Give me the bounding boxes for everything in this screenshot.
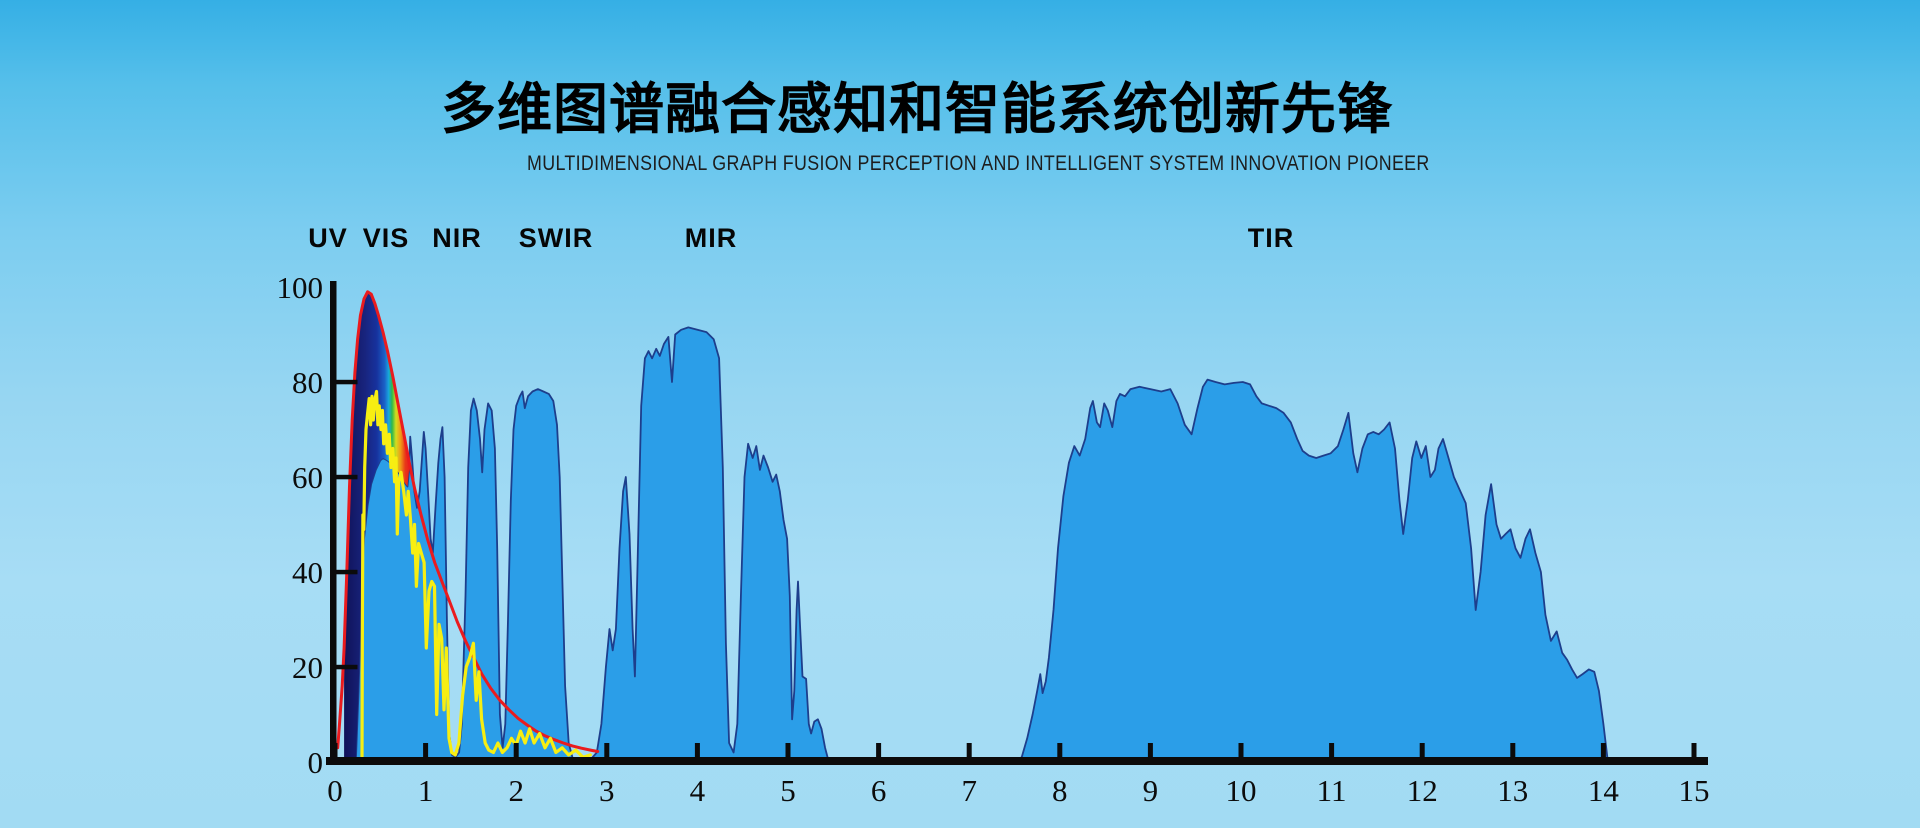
y-tick-label: 60	[292, 460, 323, 495]
x-tick-label: 4	[690, 773, 706, 808]
x-tick-label: 2	[508, 773, 524, 808]
band-label-vis: VIS	[363, 223, 410, 253]
band-label-tir: TIR	[1248, 223, 1295, 253]
y-axis	[330, 281, 337, 765]
band-label-nir: NIR	[432, 223, 482, 253]
y-tick-label: 100	[277, 270, 324, 305]
x-tick	[332, 743, 338, 758]
x-tick-label: 5	[780, 773, 796, 808]
x-tick	[604, 743, 610, 758]
y-tick	[336, 474, 358, 480]
y-tick-label: 20	[292, 650, 323, 685]
x-tick-label: 11	[1317, 773, 1347, 808]
x-tick	[1600, 743, 1606, 758]
y-tick-label: 0	[308, 745, 324, 780]
x-tick-label: 9	[1143, 773, 1159, 808]
x-tick	[966, 743, 972, 758]
y-tick	[336, 664, 358, 670]
x-tick-label: 1	[418, 773, 434, 808]
x-tick	[1147, 743, 1153, 758]
page-subtitle: MULTIDIMENSIONAL GRAPH FUSION PERCEPTION…	[527, 152, 1430, 175]
y-tick	[336, 569, 358, 575]
x-tick	[785, 743, 791, 758]
band-label-swir: SWIR	[519, 223, 594, 253]
x-tick	[423, 743, 429, 758]
x-tick-label: 13	[1497, 773, 1528, 808]
y-tick-label: 80	[292, 365, 323, 400]
x-tick-label: 8	[1052, 773, 1068, 808]
x-axis	[326, 757, 1708, 765]
x-tick-label: 3	[599, 773, 615, 808]
x-tick	[1057, 743, 1063, 758]
x-tick	[694, 743, 700, 758]
x-tick-label: 7	[961, 773, 977, 808]
page-title: 多维图谱融合感知和智能系统创新先锋	[441, 78, 1394, 140]
band-label-uv: UV	[308, 223, 348, 253]
x-tick	[1691, 743, 1697, 758]
x-tick-label: 12	[1407, 773, 1438, 808]
x-tick-label: 6	[871, 773, 887, 808]
y-tick	[336, 379, 358, 385]
x-tick-label: 0	[327, 773, 343, 808]
x-tick-label: 14	[1588, 773, 1620, 808]
x-tick-label: 10	[1226, 773, 1257, 808]
y-tick-label: 40	[292, 555, 323, 590]
x-tick	[1238, 743, 1244, 758]
x-tick	[1329, 743, 1335, 758]
band-label-mir: MIR	[685, 223, 738, 253]
x-tick	[1419, 743, 1425, 758]
x-tick	[876, 743, 882, 758]
x-tick	[513, 743, 519, 758]
x-tick-label: 15	[1679, 773, 1710, 808]
atmospheric-transmission-area	[354, 326, 1609, 763]
red-envelope-curve	[336, 290, 600, 753]
rainbow-spectrum-fill	[344, 291, 410, 762]
x-tick	[1510, 743, 1516, 758]
